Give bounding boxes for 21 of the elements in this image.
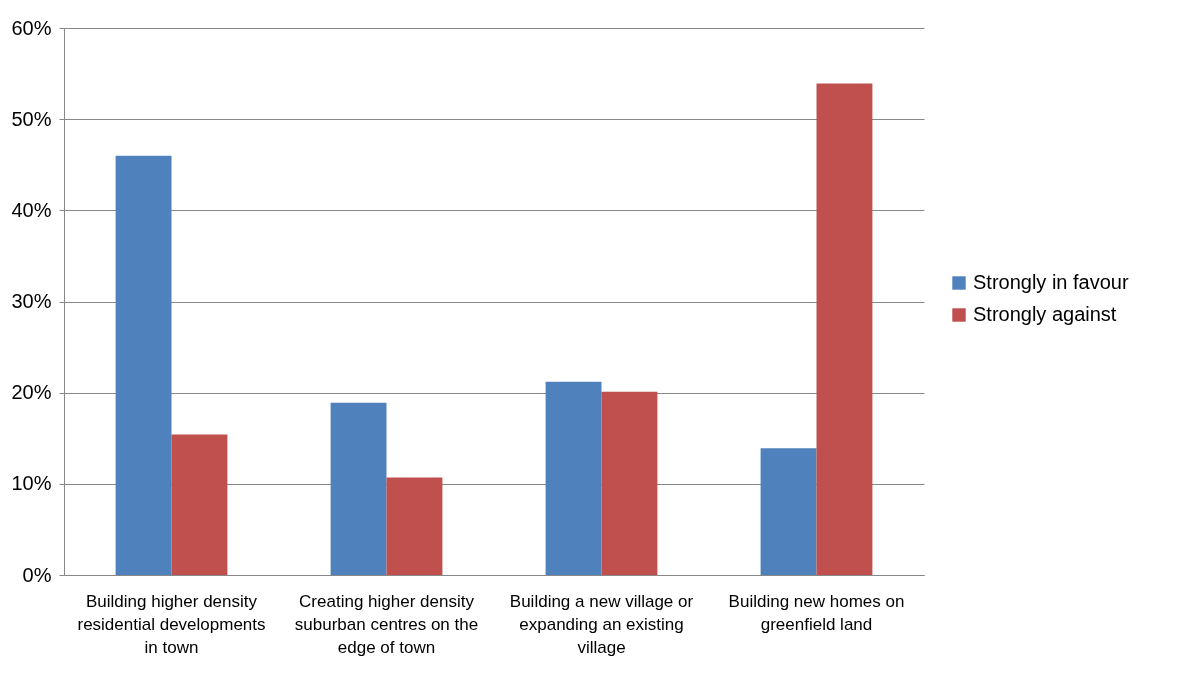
bar xyxy=(171,434,228,575)
bar xyxy=(330,402,387,575)
bar xyxy=(760,448,817,575)
y-tick-label: 50% xyxy=(11,107,52,130)
y-tick-label: 40% xyxy=(11,198,52,221)
y-tick-label: 10% xyxy=(11,472,52,495)
bar xyxy=(386,477,443,575)
legend-label: Strongly against xyxy=(973,303,1117,325)
legend-label: Strongly in favour xyxy=(973,271,1129,293)
x-tick-label: Building a new village or expanding an existing village xyxy=(509,591,694,657)
bar xyxy=(816,83,873,575)
y-tick-label: 60% xyxy=(11,16,52,39)
y-tick-label: 20% xyxy=(11,381,52,404)
bar xyxy=(601,391,658,575)
x-tick-label: Creating higher density suburban centres on the edge of town xyxy=(294,591,479,657)
bar xyxy=(545,381,602,575)
bar xyxy=(115,155,172,575)
y-tick-label: 30% xyxy=(11,290,52,312)
x-tick-label: Building new homes on greenfield land xyxy=(728,591,905,634)
y-tick-label: 0% xyxy=(22,563,52,586)
x-tick-label: Building higher density residential developments in town xyxy=(77,591,266,657)
